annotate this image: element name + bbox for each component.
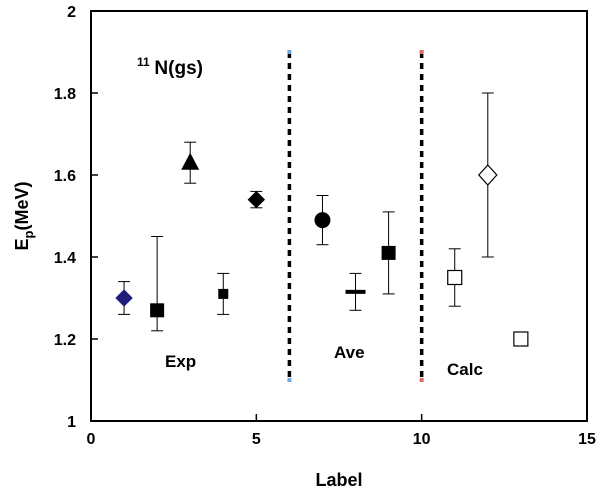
- y-tick-label: 1.8: [54, 86, 76, 103]
- annotations: 11 N(gs) Exp Ave Calc: [137, 51, 483, 379]
- x-tick-label: 0: [87, 431, 96, 448]
- data-points: [115, 92, 529, 347]
- data-point: [314, 195, 331, 246]
- y-tick-label: 1.2: [54, 332, 76, 349]
- data-point: [447, 248, 463, 307]
- marker-square: [218, 288, 229, 299]
- marker-square-open: [513, 331, 529, 347]
- divider-end-marker: [419, 50, 424, 54]
- data-point: [381, 211, 396, 295]
- marker-square: [381, 245, 396, 260]
- data-point: [247, 190, 266, 209]
- x-tick-label: 5: [252, 431, 261, 448]
- y-tick-label: 2: [67, 4, 76, 21]
- nucleus-mass-number: 11: [137, 55, 150, 69]
- section-dividers: [287, 50, 424, 382]
- divider-end-marker: [287, 378, 292, 382]
- x-axis-title: Label: [315, 470, 362, 490]
- marker-square-open: [447, 269, 463, 286]
- plot-frame: [90, 10, 588, 422]
- data-point: [513, 331, 529, 347]
- marker-dash: [345, 289, 366, 294]
- marker-diamond: [115, 289, 133, 307]
- y-axis-title-main: E: [12, 238, 32, 250]
- data-point: [181, 141, 200, 184]
- marker-diamond-open: [477, 164, 498, 186]
- y-tick-label: 1.4: [54, 250, 76, 267]
- data-point: [150, 236, 165, 332]
- data-point: [115, 281, 133, 315]
- marker-diamond: [247, 190, 266, 209]
- y-axis-title-unit: (MeV): [12, 182, 32, 231]
- divider-end-marker: [419, 378, 424, 382]
- divider-end-marker: [287, 50, 292, 54]
- section-label-ave: Ave: [334, 343, 365, 362]
- y-tick-label: 1: [67, 414, 76, 431]
- plot-area-border: [90, 10, 588, 422]
- y-axis-title: Ep(MeV): [12, 182, 36, 251]
- section-label-exp: Exp: [165, 352, 196, 371]
- nucleus-label: 11 N(gs): [137, 51, 203, 79]
- y-axis: 1 1.2 1.4 1.6 1.8 2: [54, 4, 98, 431]
- nucleus-name: N(gs): [154, 58, 203, 79]
- y-axis-title-sub: p: [21, 230, 36, 238]
- marker-circle: [314, 212, 331, 229]
- marker-triangle: [181, 152, 200, 170]
- x-tick-label: 10: [413, 431, 431, 448]
- data-point: [477, 92, 498, 258]
- section-label-calc: Calc: [447, 360, 483, 379]
- x-axis: 0 5 10 15: [87, 414, 596, 448]
- x-tick-label: 15: [578, 431, 596, 448]
- y-tick-label: 1.6: [54, 168, 76, 185]
- marker-square: [150, 303, 165, 318]
- data-point: [217, 272, 230, 315]
- data-point: [345, 272, 366, 311]
